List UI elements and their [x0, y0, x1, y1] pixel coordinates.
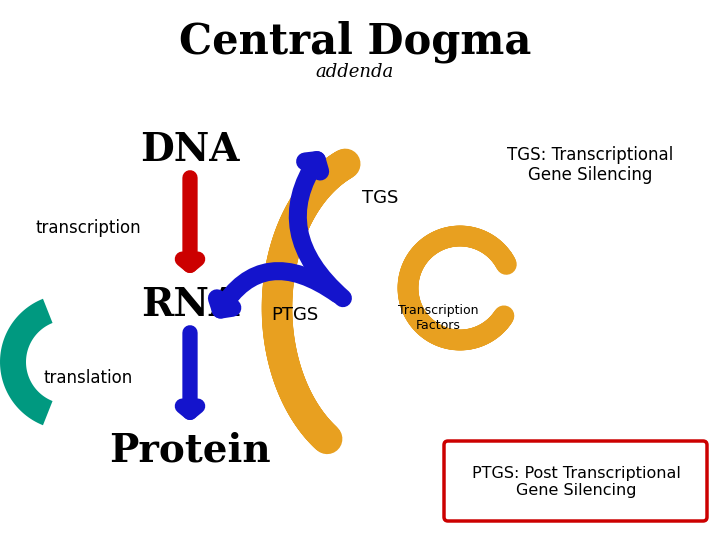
Text: Protein: Protein: [109, 431, 271, 469]
Text: TGS: TGS: [362, 189, 398, 207]
PathPatch shape: [0, 299, 53, 425]
Text: TGS: Transcriptional
Gene Silencing: TGS: Transcriptional Gene Silencing: [507, 146, 673, 184]
Text: transcription: transcription: [35, 219, 141, 237]
Text: Transcription
Factors: Transcription Factors: [397, 304, 478, 332]
Text: translation: translation: [43, 369, 132, 387]
Text: DNA: DNA: [140, 131, 240, 169]
Text: PTGS: PTGS: [271, 306, 319, 324]
Text: addenda: addenda: [316, 63, 394, 81]
Text: Central Dogma: Central Dogma: [179, 21, 531, 63]
FancyBboxPatch shape: [444, 441, 707, 521]
Text: PTGS: Post Transcriptional
Gene Silencing: PTGS: Post Transcriptional Gene Silencin…: [472, 466, 680, 498]
Text: RNA: RNA: [141, 286, 239, 324]
